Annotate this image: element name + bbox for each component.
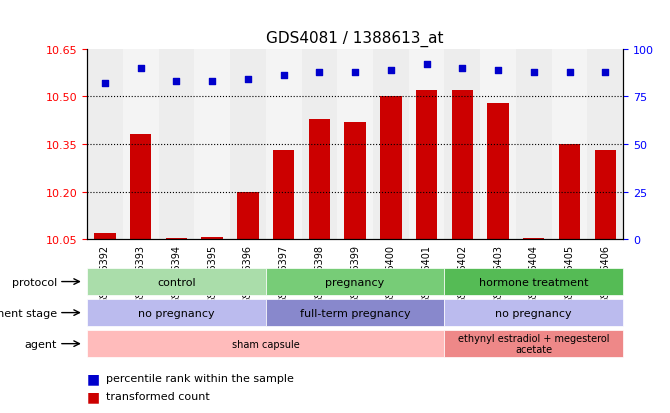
Text: no pregnancy: no pregnancy bbox=[138, 308, 215, 318]
Text: ■: ■ bbox=[87, 371, 100, 385]
Point bbox=[135, 65, 146, 72]
Bar bbox=[551, 50, 588, 240]
Text: sham capsule: sham capsule bbox=[232, 339, 299, 349]
Point bbox=[278, 73, 289, 79]
Bar bbox=[523, 238, 545, 240]
Bar bbox=[87, 50, 123, 240]
Bar bbox=[444, 50, 480, 240]
Bar bbox=[123, 50, 159, 240]
Bar bbox=[194, 50, 230, 240]
Point bbox=[243, 77, 253, 83]
Bar bbox=[202, 237, 223, 240]
Point bbox=[171, 78, 182, 85]
Bar bbox=[273, 151, 294, 240]
Bar bbox=[416, 91, 438, 240]
Bar bbox=[516, 50, 551, 240]
Bar bbox=[130, 135, 151, 240]
Bar bbox=[309, 119, 330, 240]
Point bbox=[600, 69, 610, 76]
Point bbox=[314, 69, 325, 76]
Point bbox=[492, 67, 503, 74]
Bar bbox=[337, 50, 373, 240]
Bar bbox=[373, 50, 409, 240]
Bar bbox=[380, 97, 401, 240]
Point bbox=[564, 69, 575, 76]
Text: pregnancy: pregnancy bbox=[326, 277, 385, 287]
Bar bbox=[594, 151, 616, 240]
Text: no pregnancy: no pregnancy bbox=[495, 308, 572, 318]
Point bbox=[457, 65, 468, 72]
Text: control: control bbox=[157, 277, 196, 287]
Bar bbox=[230, 50, 266, 240]
Text: hormone treatment: hormone treatment bbox=[479, 277, 588, 287]
Text: agent: agent bbox=[25, 339, 57, 349]
Bar bbox=[559, 145, 580, 240]
Bar bbox=[302, 50, 337, 240]
Bar bbox=[165, 238, 187, 240]
Text: ■: ■ bbox=[87, 389, 100, 404]
Text: full-term pregnancy: full-term pregnancy bbox=[299, 308, 411, 318]
Bar bbox=[480, 50, 516, 240]
Bar bbox=[159, 50, 194, 240]
Point bbox=[529, 69, 539, 76]
Point bbox=[207, 78, 218, 85]
Point bbox=[350, 69, 360, 76]
Bar bbox=[344, 122, 366, 240]
Text: development stage: development stage bbox=[0, 308, 57, 318]
Text: percentile rank within the sample: percentile rank within the sample bbox=[106, 373, 293, 383]
Point bbox=[385, 67, 396, 74]
Bar bbox=[487, 103, 509, 240]
Text: ethynyl estradiol + megesterol
acetate: ethynyl estradiol + megesterol acetate bbox=[458, 333, 610, 355]
Bar bbox=[237, 192, 259, 240]
Point bbox=[100, 81, 111, 87]
Bar bbox=[94, 233, 116, 240]
Point bbox=[421, 62, 432, 68]
Text: protocol: protocol bbox=[11, 277, 57, 287]
Bar bbox=[266, 50, 302, 240]
Title: GDS4081 / 1388613_at: GDS4081 / 1388613_at bbox=[267, 31, 444, 47]
Text: transformed count: transformed count bbox=[106, 392, 210, 401]
Bar bbox=[452, 91, 473, 240]
Bar bbox=[588, 50, 623, 240]
Bar bbox=[409, 50, 444, 240]
